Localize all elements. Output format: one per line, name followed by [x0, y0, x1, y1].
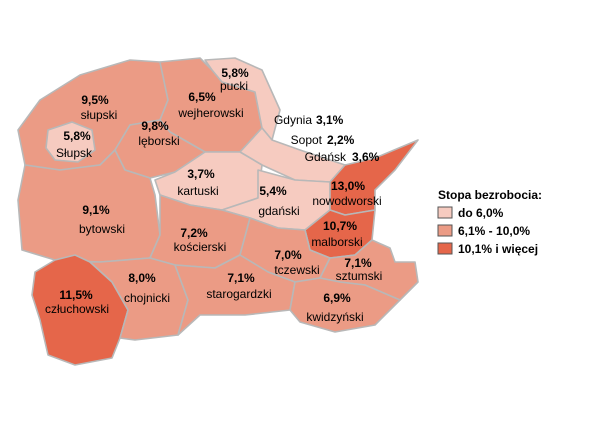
label-slupski-pct: 9,5%	[81, 93, 109, 107]
legend: Stopa bezrobocia: do 6,0% 6,1% - 10,0% 1…	[437, 188, 542, 256]
label-leborski-name: lęborski	[138, 134, 179, 148]
label-leborski-pct: 9,8%	[141, 119, 169, 133]
label-gdanski-name: gdański	[258, 204, 299, 218]
label-nowodworski-name: nowodworski	[312, 194, 381, 208]
label-gdansk-name: Gdańsk	[305, 150, 347, 164]
label-koscierski-name: kościerski	[174, 240, 227, 254]
label-bytowski-name: bytowski	[79, 222, 125, 236]
label-kartuski-name: kartuski	[177, 184, 218, 198]
label-kwidzynski-name: kwidzyński	[306, 310, 363, 324]
label-malborski-pct: 10,7%	[323, 219, 357, 233]
label-nowodworski-pct: 13,0%	[331, 179, 365, 193]
label-gdynia-name: Gdynia	[274, 113, 312, 127]
legend-swatch-mid	[437, 224, 453, 237]
region-kwidzynski	[289, 277, 401, 333]
label-chojnicki-name: chojnicki	[124, 291, 170, 305]
label-czluchowski-pct: 11,5%	[59, 288, 93, 302]
label-koscierski-pct: 7,2%	[180, 226, 208, 240]
label-sopot-name: Sopot	[291, 133, 323, 147]
label-wejherowski-name: wejherowski	[177, 106, 243, 120]
label-slupski-name: słupski	[81, 108, 118, 122]
label-czluchowski-name: człuchowski	[45, 302, 109, 316]
label-starogardzki-name: starogardzki	[206, 287, 271, 301]
label-pucki-name: pucki	[220, 79, 248, 93]
legend-title: Stopa bezrobocia:	[438, 188, 542, 202]
region-chojnicki	[89, 257, 189, 341]
label-sopot-pct: 2,2%	[327, 133, 355, 147]
legend-label-mid: 6,1% - 10,0%	[458, 224, 530, 238]
label-malborski-name: malborski	[311, 235, 362, 249]
legend-label-high: 10,1% i więcej	[458, 242, 538, 256]
label-bytowski-pct: 9,1%	[82, 203, 110, 217]
label-starogardzki-pct: 7,1%	[227, 271, 255, 285]
label-kwidzynski-pct: 6,9%	[323, 291, 351, 305]
label-gdanski-pct: 5,4%	[259, 184, 287, 198]
legend-swatch-high	[437, 242, 453, 255]
label-pucki-pct: 5,8%	[221, 66, 249, 80]
label-slupsk-pct: 5,8%	[63, 129, 91, 143]
label-gdansk-pct: 3,6%	[352, 150, 380, 164]
label-sztumski-pct: 7,1%	[344, 256, 372, 270]
label-chojnicki-pct: 8,0%	[128, 271, 156, 285]
label-kartuski-pct: 3,7%	[187, 167, 215, 181]
legend-swatch-low	[437, 206, 453, 219]
label-gdynia-pct: 3,1%	[316, 113, 344, 127]
label-slupsk-name: Słupsk	[56, 146, 93, 160]
label-tczewski-pct: 7,0%	[274, 248, 302, 262]
label-tczewski-name: tczewski	[274, 263, 319, 277]
region-bytowski	[17, 149, 161, 263]
region-slupsk	[45, 121, 96, 163]
label-sztumski-name: sztumski	[336, 269, 383, 283]
legend-label-low: do 6,0%	[458, 206, 504, 220]
label-wejherowski-pct: 6,5%	[188, 90, 216, 104]
